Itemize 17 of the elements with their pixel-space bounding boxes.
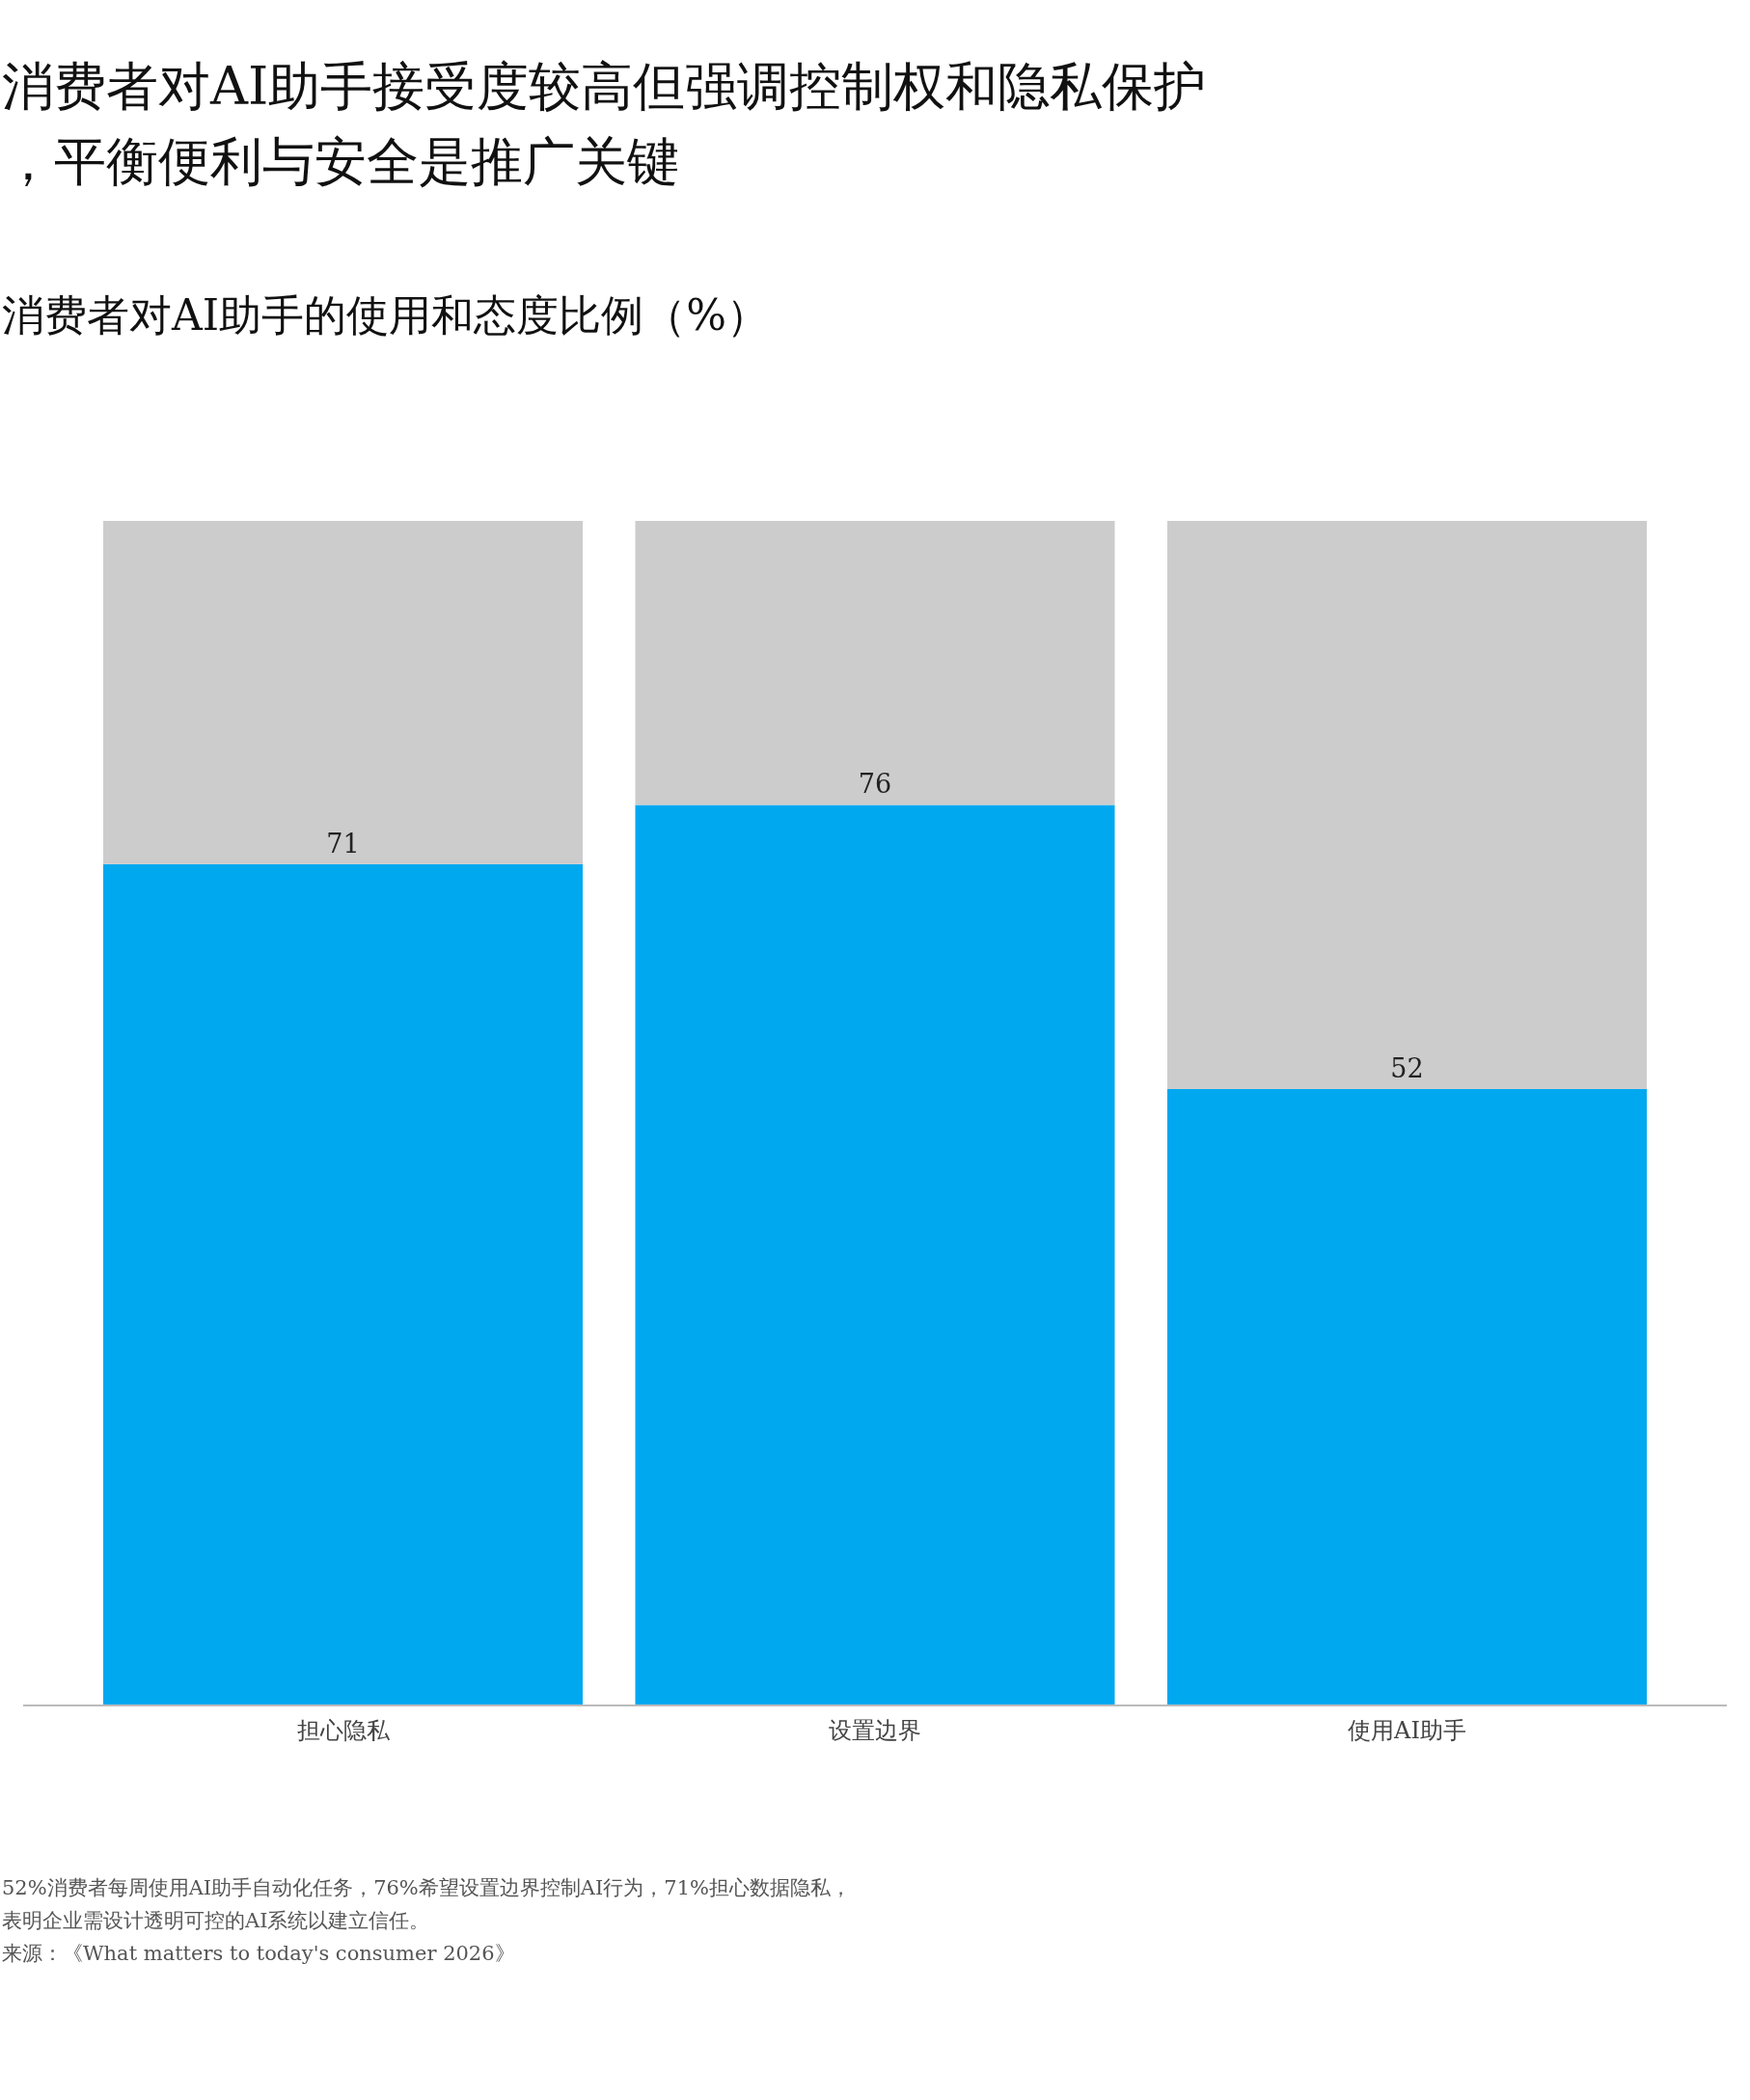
data-label: 71 — [326, 828, 360, 859]
bar — [1167, 521, 1647, 1089]
bar — [103, 863, 583, 1705]
text: 52%消费者每周使用AI助手自动化任务，76%希望设置边界控制AI行为，71%担心数据隐私， — [2, 1876, 851, 1899]
chart-subtitle: 消费者对AI助手的使用和态度比例（%） — [2, 290, 769, 340]
bar — [635, 521, 1115, 805]
x-tick-label: 担心隐私 — [296, 1717, 391, 1744]
source-note: 来源：《What matters to today's consumer 2026》 — [2, 1942, 515, 1965]
chart-title: 消费者对AI助手接受度较高但强调控制权和隐私保护，平衡便利与安全是推广关键 — [2, 56, 1207, 192]
x-tick-label: 使用AI助手 — [1348, 1717, 1466, 1744]
data-label: 76 — [858, 769, 892, 800]
bar — [635, 805, 1115, 1705]
text: 表明企业需设计透明可控的AI系统以建立信任。 — [2, 1909, 430, 1932]
x-tick-label: 设置边界 — [829, 1717, 921, 1744]
bar — [103, 521, 583, 864]
bar — [1167, 1088, 1647, 1705]
data-label: 52 — [1390, 1052, 1424, 1083]
